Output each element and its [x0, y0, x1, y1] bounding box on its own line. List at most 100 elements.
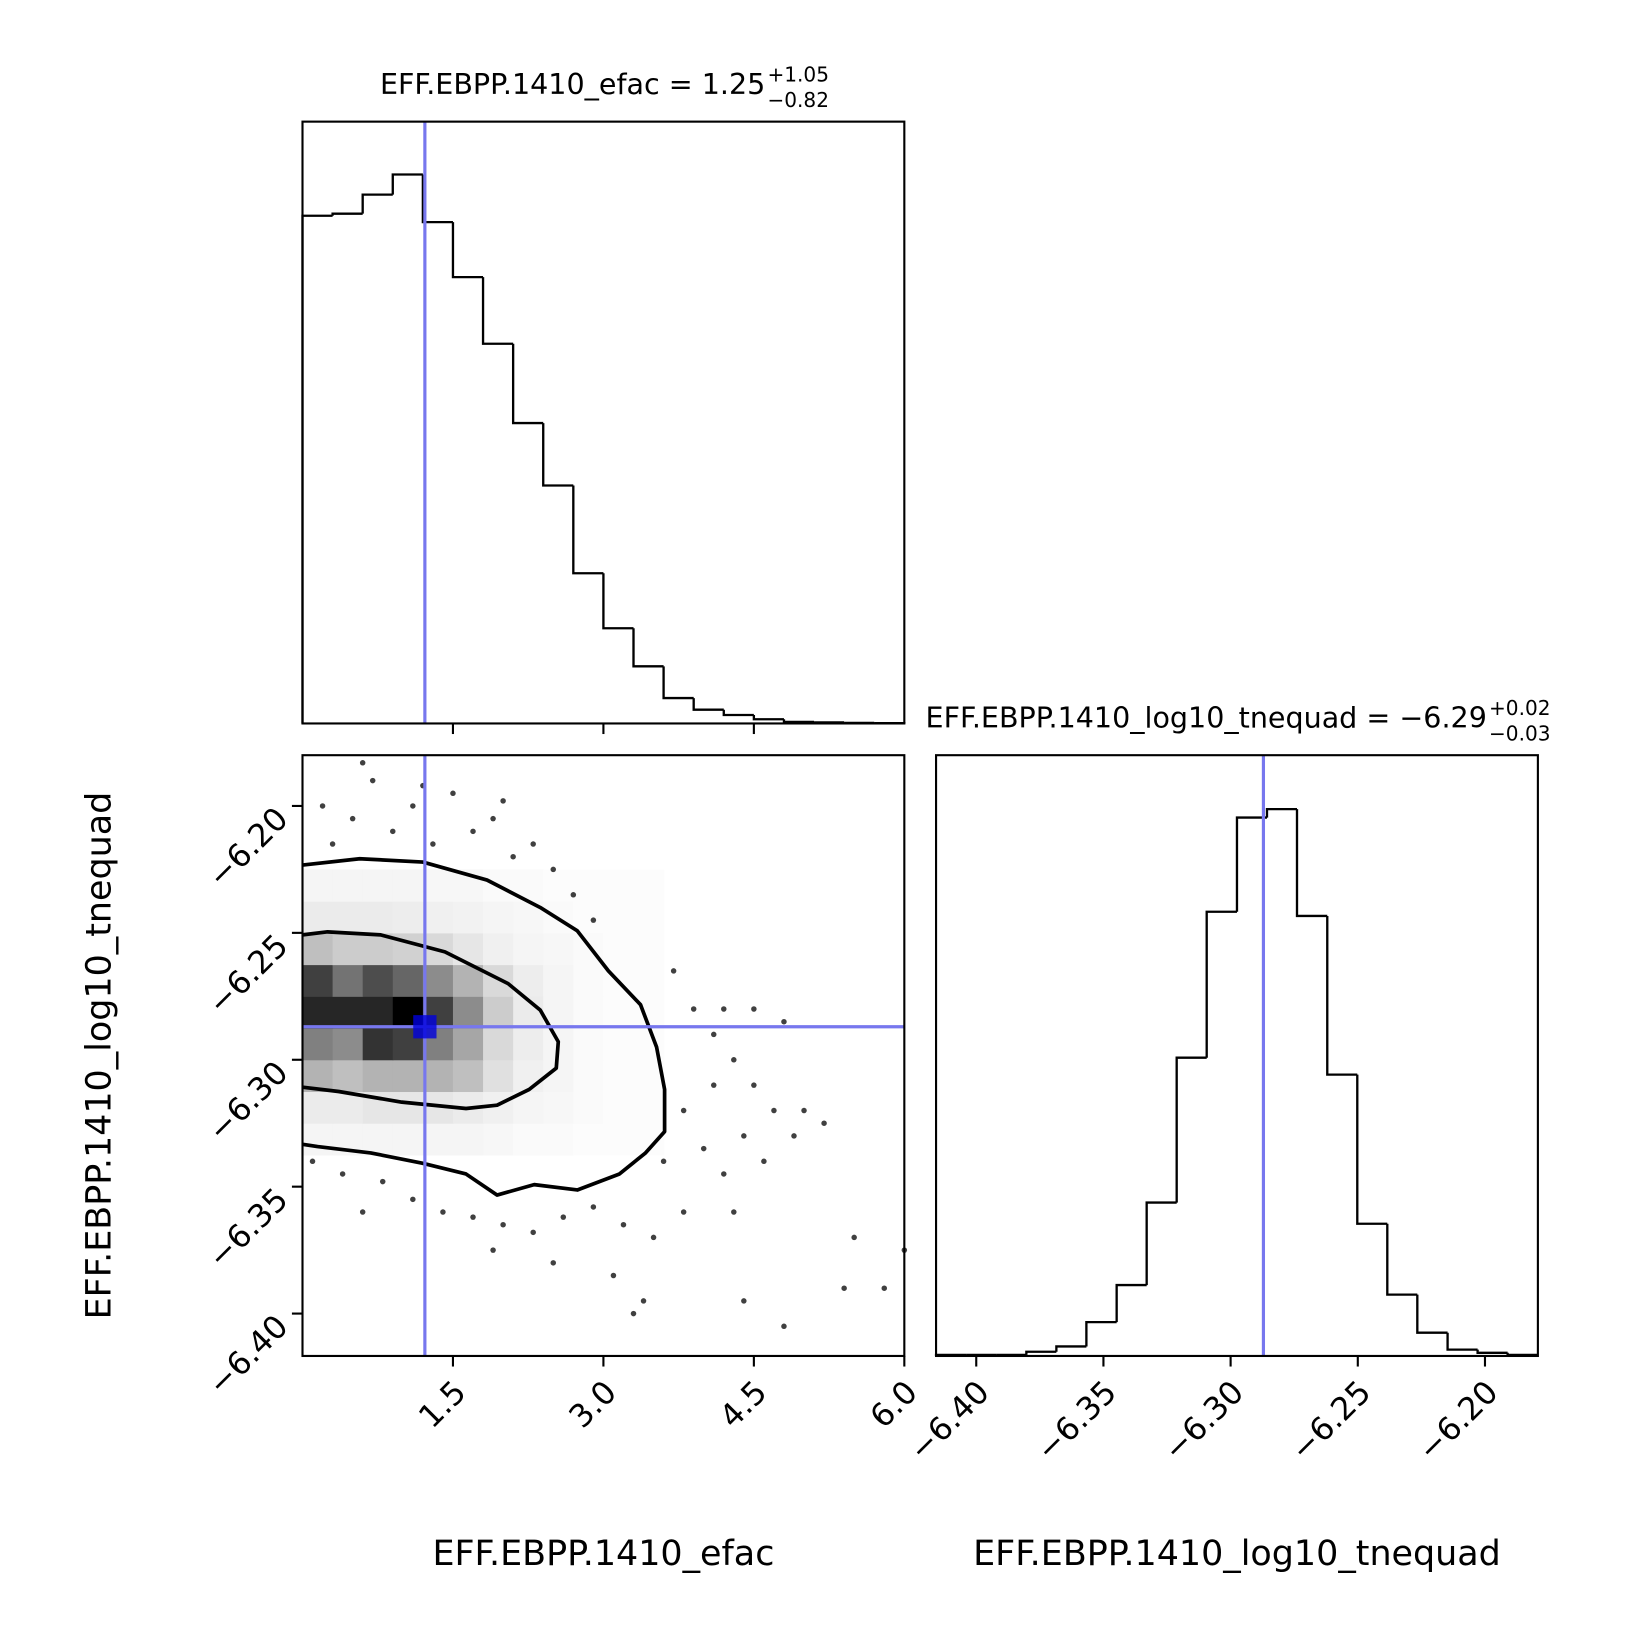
title-upper-error: +0.02 — [1489, 696, 1551, 720]
histogram-bin — [391, 173, 423, 195]
sample-point — [570, 892, 577, 898]
sample-point — [610, 1272, 617, 1279]
x-tick-label: −6.35 — [1030, 1374, 1124, 1468]
histogram-bin — [602, 573, 634, 630]
density-cell — [603, 901, 635, 934]
density-cell — [362, 901, 394, 934]
density-cell — [422, 964, 454, 997]
sample-point — [590, 917, 597, 923]
density-cell — [513, 1028, 544, 1061]
histogram-bin — [1115, 1283, 1147, 1323]
density-cell — [603, 932, 635, 966]
sample-point — [781, 1018, 787, 1025]
sample-point — [369, 777, 376, 784]
density-cell — [573, 964, 604, 997]
sample-point — [470, 1214, 476, 1220]
histogram-bin — [1175, 1056, 1207, 1203]
sample-point — [660, 1158, 667, 1165]
density-cell — [483, 901, 514, 934]
density-cell — [513, 1123, 544, 1156]
density-cell — [573, 1091, 604, 1124]
sample-point — [741, 1298, 747, 1304]
density-cell — [603, 1091, 635, 1124]
histogram-bin — [1145, 1201, 1177, 1286]
sample-point — [530, 1229, 536, 1236]
sample-point — [801, 1107, 807, 1114]
density-cell — [543, 964, 574, 997]
density-cell — [392, 964, 424, 997]
histogram-bin — [692, 698, 724, 711]
density-cell — [302, 869, 334, 902]
sample-point — [710, 1031, 717, 1038]
sample-point — [490, 1247, 496, 1253]
sample-point — [500, 798, 506, 804]
histogram-bin — [361, 193, 393, 214]
sample-point — [700, 1145, 707, 1152]
sample-point — [680, 1209, 687, 1215]
density-cell — [332, 901, 364, 934]
sample-point — [550, 1260, 557, 1266]
title-lower-error: −0.03 — [1489, 721, 1551, 745]
x-tick-label: −6.30 — [1157, 1374, 1251, 1468]
sample-point — [751, 1082, 757, 1088]
histogram-bin — [542, 423, 574, 487]
density-cell — [452, 1123, 484, 1156]
density-cell — [302, 1123, 334, 1156]
density-cell — [633, 901, 665, 934]
density-cell — [422, 1059, 454, 1093]
density-cell — [543, 1091, 574, 1124]
sample-point — [410, 803, 416, 809]
sample-point — [319, 803, 326, 809]
density-cell — [633, 964, 665, 997]
x-tick-label: 4.5 — [713, 1374, 774, 1435]
sample-point — [550, 866, 557, 873]
sample-point — [590, 1204, 597, 1210]
x-tick-label: −6.40 — [903, 1374, 997, 1468]
histogram-bin — [1416, 1294, 1448, 1334]
density-cell — [483, 932, 514, 966]
histogram-bin — [1476, 1349, 1508, 1354]
sample-point — [510, 853, 516, 860]
sample-point — [630, 1310, 637, 1317]
axes-frame — [935, 754, 1539, 1358]
sample-point — [710, 1082, 717, 1088]
sample-point — [500, 1221, 506, 1228]
histogram-bin — [1235, 816, 1267, 912]
density-cell — [573, 869, 604, 902]
density-cell — [302, 1091, 334, 1124]
y-tick-label: −6.25 — [201, 928, 295, 1022]
density-cell — [603, 996, 635, 1029]
density-cell — [603, 869, 635, 902]
density-cell — [362, 964, 394, 997]
sample-point — [430, 841, 436, 847]
density-cell — [543, 932, 574, 966]
density-cell — [392, 1059, 424, 1093]
density-cell — [332, 1028, 364, 1061]
panel-title: EFF.EBPP.1410_efac = 1.25 — [380, 67, 765, 101]
x-tick-label: −6.20 — [1411, 1374, 1505, 1468]
density-cell — [302, 996, 334, 1029]
histogram-bin — [421, 174, 453, 224]
density-cell — [573, 1028, 604, 1061]
sample-point — [410, 1196, 416, 1203]
histogram-bin — [1025, 1350, 1057, 1355]
histogram-bin — [752, 715, 784, 721]
density-cell — [633, 1091, 665, 1124]
y-axis-label: EFF.EBPP.1410_log10_tnequad — [79, 792, 119, 1320]
sample-point — [690, 1006, 697, 1012]
x-tick-label: 3.0 — [563, 1374, 624, 1435]
density-cell — [392, 901, 424, 934]
density-cell — [543, 869, 574, 902]
marker-point — [413, 1015, 437, 1039]
sample-point — [390, 828, 396, 835]
density-cell — [332, 869, 364, 902]
sample-point — [781, 1323, 787, 1330]
histogram-bin — [1265, 807, 1298, 818]
panel-title: EFF.EBPP.1410_log10_tnequad = −6.29 — [926, 701, 1487, 735]
x-axis-label: EFF.EBPP.1410_efac — [432, 1534, 774, 1574]
density-cell — [392, 1091, 424, 1124]
density-cell — [422, 901, 454, 934]
density-cell — [362, 1059, 394, 1093]
density-cell — [332, 996, 364, 1029]
